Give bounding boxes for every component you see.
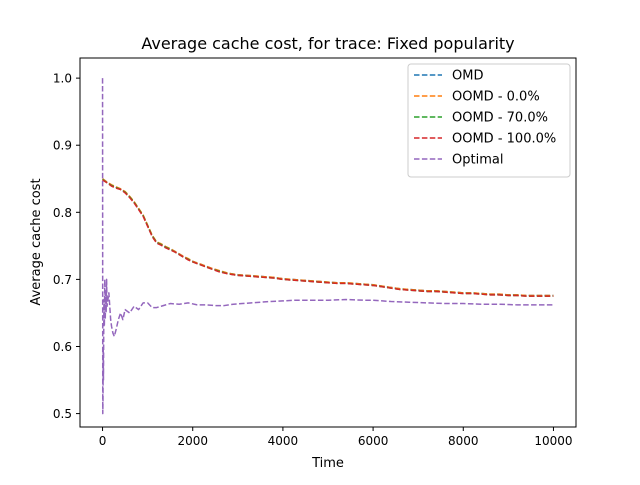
series-line-1: [102, 178, 554, 297]
y-axis: 0.5 0.6 0.7 0.8 0.9 1.0: [53, 72, 80, 421]
series-line-3: [102, 179, 554, 297]
y-axis-label: Average cache cost: [29, 178, 44, 305]
x-tick-label-4: 8000: [448, 434, 479, 448]
y-tick-label-2: 0.7: [53, 273, 72, 287]
y-tick-label-0: 0.5: [53, 407, 72, 421]
chart-title: Average cache cost, for trace: Fixed pop…: [141, 34, 514, 53]
legend-label-4: Optimal: [452, 153, 503, 168]
legend-label-2: OOMD - 70.0%: [452, 111, 548, 126]
series-line-4: [101, 78, 554, 415]
legend: OMD OOMD - 0.0% OOMD - 70.0% OOMD - 100.0% O…: [407, 63, 571, 178]
y-tick-label-3: 0.8: [53, 206, 72, 220]
x-tick-label-1: 2000: [177, 434, 208, 448]
legend-label-3: OOMD - 100.0%: [452, 132, 556, 147]
x-axis-label: Time: [311, 456, 344, 471]
y-tick-label-5: 1.0: [53, 72, 72, 86]
series-line-2: [102, 178, 554, 297]
legend-label-1: OOMD - 0.0%: [452, 90, 540, 105]
series-layer: [101, 78, 554, 415]
x-axis: 0 2000 4000 6000 8000 10000: [99, 427, 573, 448]
y-tick-label-1: 0.6: [53, 340, 72, 354]
x-tick-label-3: 6000: [358, 434, 389, 448]
legend-label-0: OMD: [452, 69, 483, 84]
plot-area-frame: [79, 57, 577, 428]
legend-frame: [407, 63, 571, 178]
x-tick-label-2: 4000: [268, 434, 299, 448]
y-tick-label-4: 0.9: [53, 139, 72, 153]
x-tick-label-0: 0: [99, 434, 107, 448]
x-tick-label-5: 10000: [534, 434, 572, 448]
series-line-0: [102, 178, 554, 297]
